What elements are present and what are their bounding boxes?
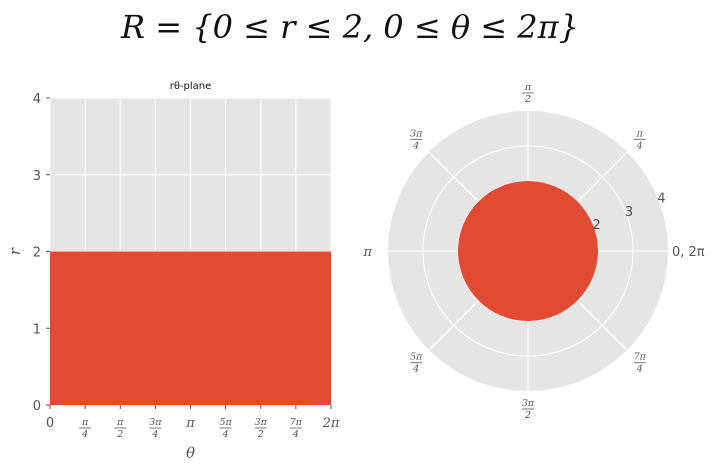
- theta-tick-label-6: 3π2: [522, 398, 535, 421]
- theta-tick-label-5-denominator: 4: [412, 364, 419, 375]
- theta-tick-label-0: 0, 2π: [672, 245, 705, 260]
- x-tick-label-7-denominator: 4: [292, 429, 299, 440]
- theta-tick-label-3-numerator: 3π: [410, 128, 423, 139]
- x-tick-label-5-denominator: 4: [222, 429, 229, 440]
- x-tick-label-3-numerator: 3π: [149, 417, 162, 428]
- theta-tick-label-3: 3π4: [410, 128, 423, 151]
- x-tick-label-5-numerator: 5π: [219, 417, 232, 428]
- x-tick-label-1-denominator: 4: [81, 429, 88, 440]
- figure-suptitle: R = {0 ≤ r ≤ 2, 0 ≤ θ ≤ 2π}: [120, 8, 579, 46]
- x-tick-label-7-numerator: 7π: [290, 417, 303, 428]
- theta-tick-label-5: 5π4: [410, 352, 423, 375]
- rtheta-plane-region: [50, 251, 331, 405]
- y-axis-label: r: [6, 247, 24, 255]
- polar-region: [458, 181, 598, 321]
- x-tick-label-4: π: [185, 416, 195, 431]
- x-tick-label-7: 7π4: [290, 417, 303, 440]
- x-tick-label-2-numerator: π: [116, 417, 124, 428]
- theta-tick-label-2: π2: [522, 82, 534, 105]
- r-tick-label-0: 2: [593, 218, 601, 233]
- y-tick-label-0: 0: [33, 399, 41, 414]
- theta-tick-label-1-numerator: π: [636, 128, 644, 139]
- x-tick-label-1: π4: [79, 417, 92, 440]
- theta-tick-label-7-denominator: 4: [636, 364, 643, 375]
- x-tick-label-6-numerator: 3π: [255, 417, 268, 428]
- x-tick-label-8: 2π: [322, 416, 340, 431]
- y-tick-label-4: 4: [33, 92, 41, 107]
- y-tick-label-2: 2: [33, 246, 41, 261]
- x-tick-label-2-denominator: 2: [116, 429, 123, 440]
- theta-tick-label-6-numerator: 3π: [522, 398, 535, 409]
- rtheta-plane-title: rθ-plane: [170, 81, 212, 92]
- x-tick-label-2: π2: [114, 417, 127, 440]
- r-tick-label-2: 4: [657, 191, 665, 206]
- y-tick-label-3: 3: [33, 169, 41, 184]
- x-tick-label-6-denominator: 2: [257, 429, 264, 440]
- theta-tick-label-3-denominator: 4: [412, 140, 419, 151]
- theta-tick-label-2-numerator: π: [524, 82, 532, 93]
- theta-tick-label-7: 7π4: [634, 352, 647, 375]
- theta-tick-label-4: π: [362, 245, 372, 260]
- theta-tick-label-5-numerator: 5π: [410, 352, 423, 363]
- x-tick-label-3-denominator: 4: [151, 429, 158, 440]
- x-axis-label: θ: [186, 444, 195, 462]
- x-tick-label-0: 0: [46, 416, 54, 431]
- theta-tick-label-6-denominator: 2: [524, 410, 531, 421]
- theta-tick-label-1-denominator: 4: [636, 140, 643, 151]
- theta-tick-label-7-numerator: 7π: [634, 352, 647, 363]
- x-tick-label-5: 5π4: [219, 417, 232, 440]
- theta-tick-label-1: π4: [633, 128, 646, 151]
- x-tick-label-1-numerator: π: [81, 417, 89, 428]
- x-tick-label-3: 3π4: [149, 417, 162, 440]
- theta-tick-label-2-denominator: 2: [524, 94, 531, 105]
- x-tick-label-6: 3π2: [255, 417, 268, 440]
- r-tick-label-1: 3: [625, 205, 633, 220]
- y-tick-label-1: 1: [33, 322, 41, 337]
